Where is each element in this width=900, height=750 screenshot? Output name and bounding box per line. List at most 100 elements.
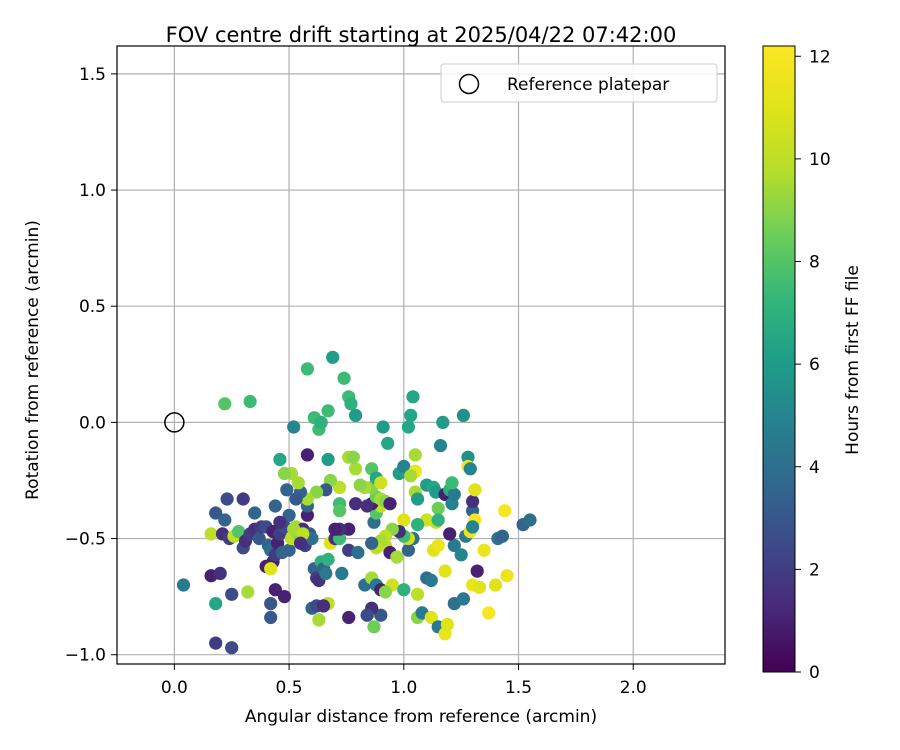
data-point — [236, 492, 250, 506]
colorbar-label: Hours from first FF file — [843, 265, 863, 455]
legend-marker-icon — [458, 73, 480, 95]
data-point — [411, 587, 425, 601]
x-tick-label: 1.0 — [390, 678, 417, 698]
data-point — [424, 573, 438, 588]
legend: Reference platepar — [440, 63, 718, 103]
data-point — [264, 597, 278, 611]
data-point — [218, 397, 232, 411]
data-point — [489, 578, 503, 592]
data-point — [277, 466, 292, 481]
data-point — [349, 462, 363, 476]
data-point — [342, 610, 356, 625]
data-point — [498, 504, 512, 518]
data-point — [397, 459, 411, 474]
chart-title: FOV centre drift starting at 2025/04/22 … — [166, 23, 677, 47]
data-point — [264, 562, 278, 576]
x-axis-label: Angular distance from reference (arcmin) — [245, 707, 597, 727]
data-points — [176, 350, 537, 655]
data-point — [300, 448, 314, 462]
x-tick-label: 0.5 — [276, 678, 303, 698]
data-point — [209, 636, 223, 650]
x-tick-label: 0.0 — [161, 678, 188, 698]
data-point — [268, 499, 282, 513]
plot-frame — [116, 45, 726, 665]
data-point — [466, 494, 480, 508]
data-point — [470, 564, 484, 578]
data-point — [333, 480, 347, 494]
data-point — [447, 487, 461, 501]
data-point — [349, 408, 363, 422]
data-point — [381, 436, 395, 450]
data-point — [365, 536, 379, 550]
colorbar-tick-label: 4 — [809, 458, 820, 478]
data-point — [264, 610, 278, 625]
data-point — [397, 513, 411, 527]
data-point — [335, 566, 349, 581]
data-point — [353, 478, 367, 492]
data-point — [248, 506, 262, 520]
data-point — [445, 476, 459, 490]
data-point — [472, 580, 487, 594]
data-point — [397, 583, 411, 597]
y-tick-label: −0.5 — [65, 530, 106, 550]
data-point — [319, 566, 333, 581]
data-point — [209, 506, 223, 520]
data-point — [495, 529, 509, 543]
data-point — [280, 483, 294, 497]
data-point — [424, 610, 438, 625]
data-point — [378, 585, 392, 599]
data-point — [277, 590, 292, 604]
data-point — [241, 585, 255, 599]
y-tick-label: −1.0 — [65, 646, 106, 666]
data-point — [321, 452, 335, 467]
data-point — [204, 527, 218, 541]
reference-point — [164, 412, 185, 433]
data-point — [225, 587, 239, 601]
data-point — [328, 522, 342, 536]
data-point — [243, 394, 257, 409]
data-point — [408, 448, 422, 462]
data-point — [433, 439, 448, 453]
data-point — [431, 538, 445, 553]
data-point — [360, 608, 374, 622]
y-tick-label: 1.5 — [79, 65, 106, 85]
x-axis-ticks: 0.0 0.5 1.0 1.5 2.0 — [161, 664, 647, 698]
x-tick-label: 2.0 — [620, 678, 647, 698]
data-point — [431, 513, 445, 527]
data-point — [376, 420, 390, 434]
data-point — [482, 606, 496, 620]
data-point — [176, 578, 191, 592]
data-point — [383, 497, 397, 511]
data-point — [218, 513, 232, 527]
data-point — [456, 592, 470, 606]
data-point — [390, 550, 404, 564]
data-point — [440, 617, 454, 632]
data-point — [411, 492, 425, 506]
legend-box — [440, 63, 718, 103]
data-point — [268, 583, 282, 597]
data-point — [225, 641, 239, 655]
colorbar-tick-label: 2 — [809, 560, 820, 580]
data-point — [401, 543, 415, 557]
data-point — [463, 462, 477, 476]
y-tick-label: 1.0 — [79, 181, 106, 201]
data-point — [436, 415, 450, 429]
data-point — [374, 608, 388, 622]
data-point — [333, 504, 347, 518]
data-point — [300, 508, 314, 522]
data-point — [431, 501, 445, 515]
colorbar-tick-label: 8 — [809, 253, 820, 273]
colorbar-ticks: 0 2 4 6 8 10 12 — [795, 47, 831, 683]
data-point — [342, 522, 356, 536]
data-point — [349, 497, 363, 511]
data-point — [466, 520, 480, 534]
colorbar-tick-label: 6 — [809, 355, 820, 375]
data-point — [252, 531, 266, 546]
data-point — [220, 492, 234, 506]
y-axis-label: Rotation from reference (arcmin) — [23, 220, 43, 500]
data-point — [447, 538, 461, 553]
data-point — [289, 492, 303, 506]
data-point — [232, 525, 246, 539]
data-point — [401, 420, 415, 434]
